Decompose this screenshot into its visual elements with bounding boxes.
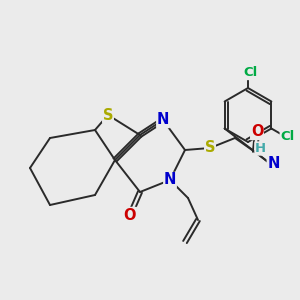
Text: N: N: [157, 112, 169, 128]
Text: S: S: [103, 107, 113, 122]
Text: O: O: [124, 208, 136, 223]
Text: N: N: [164, 172, 176, 188]
Text: H: H: [255, 142, 266, 155]
Text: O: O: [251, 124, 263, 140]
Text: S: S: [205, 140, 215, 155]
Text: Cl: Cl: [280, 130, 295, 142]
Text: Cl: Cl: [244, 67, 258, 80]
Text: N: N: [267, 156, 280, 171]
